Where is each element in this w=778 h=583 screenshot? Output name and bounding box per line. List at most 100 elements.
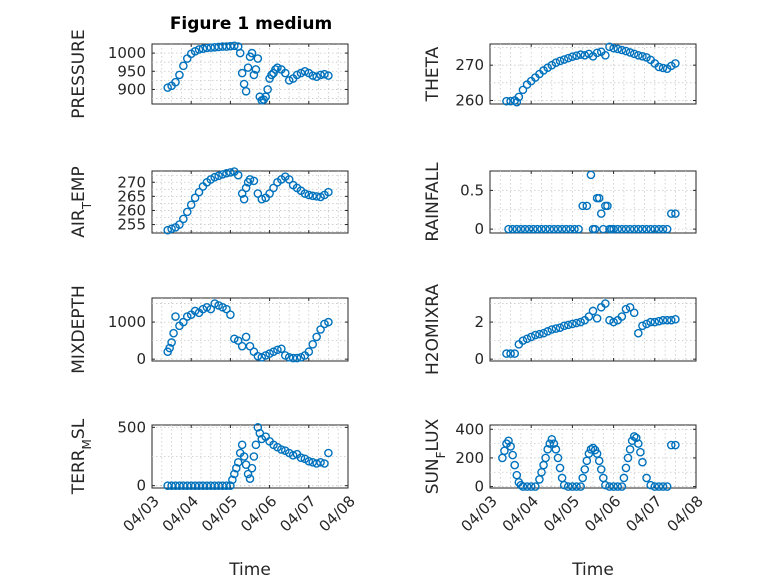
data-point (631, 433, 641, 443)
y-tick-label: 260 (117, 201, 146, 219)
x-tick-label: 04/08 (316, 492, 359, 535)
data-point (271, 65, 280, 74)
data-point (613, 224, 623, 234)
y-tick-label: 2 (474, 313, 484, 331)
data-point (518, 482, 528, 491)
data-point (623, 453, 633, 463)
data-point (539, 328, 548, 338)
data-point (312, 332, 321, 342)
data-point (247, 463, 257, 473)
data-point (658, 224, 668, 234)
data-point (206, 304, 216, 314)
data-point (592, 48, 602, 58)
data-point (194, 187, 204, 197)
data-point (601, 480, 610, 490)
data-point (578, 473, 588, 483)
data-point (671, 209, 680, 218)
data-point (594, 456, 604, 466)
data-point (561, 224, 571, 234)
y-axis-label: SUNFLUX (423, 418, 448, 494)
data-point (666, 209, 676, 218)
data-point (654, 62, 664, 72)
data-point (642, 319, 651, 329)
data-point (510, 349, 520, 358)
data-point (625, 224, 635, 234)
data-point (671, 440, 680, 450)
data-point (277, 445, 286, 454)
data-point (230, 41, 239, 51)
data-point (634, 224, 643, 234)
data-point (167, 338, 176, 347)
data-point (249, 452, 259, 461)
data-point (596, 209, 606, 218)
data-point (625, 48, 635, 57)
data-point (646, 480, 655, 490)
data-point (559, 480, 569, 490)
data-point (512, 97, 522, 107)
data-point (218, 170, 227, 179)
data-point (249, 176, 259, 186)
data-point (312, 72, 321, 82)
data-point (586, 170, 596, 180)
data-point (621, 46, 631, 56)
data-point (650, 317, 660, 327)
x-tick-label: 04/06 (237, 492, 280, 535)
data-point (273, 63, 282, 72)
data-point (237, 440, 247, 450)
data-point (226, 481, 235, 490)
data-point (324, 71, 333, 80)
data-point (658, 315, 668, 325)
data-point (537, 224, 546, 234)
data-point (613, 482, 623, 491)
data-point (273, 345, 282, 355)
data-point (233, 170, 243, 180)
data-series (163, 299, 333, 363)
data-point (175, 70, 184, 80)
y-tick-label: 1000 (108, 313, 146, 331)
data-point (586, 445, 596, 454)
data-point (662, 315, 672, 325)
data-point (198, 44, 208, 54)
data-point (237, 68, 247, 78)
y-axis-label: RAINFALL (423, 162, 443, 242)
data-point (563, 482, 573, 491)
y-tick-label: 270 (117, 173, 146, 191)
data-point (609, 482, 618, 491)
data-point (263, 85, 272, 94)
data-point (186, 200, 196, 210)
data-point (504, 224, 513, 234)
data-point (222, 168, 231, 178)
data-point (324, 448, 333, 458)
data-point (514, 92, 524, 102)
data-point (230, 469, 239, 479)
data-point (226, 168, 235, 177)
data-point (167, 224, 176, 234)
data-point (572, 51, 581, 60)
x-tick-label: 04/03 (120, 492, 163, 535)
y-tick-label: 400 (455, 420, 484, 438)
data-point (638, 321, 647, 331)
data-point (304, 456, 314, 466)
data-point (308, 340, 318, 349)
data-point (524, 224, 534, 234)
data-point (568, 319, 577, 329)
data-point (551, 445, 561, 454)
data-point (253, 54, 263, 63)
data-point (650, 482, 660, 491)
y-tick-label: 0 (136, 477, 146, 495)
data-point (582, 201, 592, 211)
data-point (163, 225, 172, 235)
x-tick-label: 04/04 (499, 492, 542, 535)
data-point (292, 70, 302, 80)
data-point (634, 439, 643, 448)
data-point (182, 207, 192, 217)
data-point (625, 302, 635, 312)
data-point (518, 336, 528, 345)
data-point (284, 352, 294, 362)
data-point (559, 55, 569, 64)
data-point (613, 44, 623, 54)
data-point (605, 315, 614, 325)
data-point (222, 481, 231, 490)
data-point (163, 83, 172, 92)
